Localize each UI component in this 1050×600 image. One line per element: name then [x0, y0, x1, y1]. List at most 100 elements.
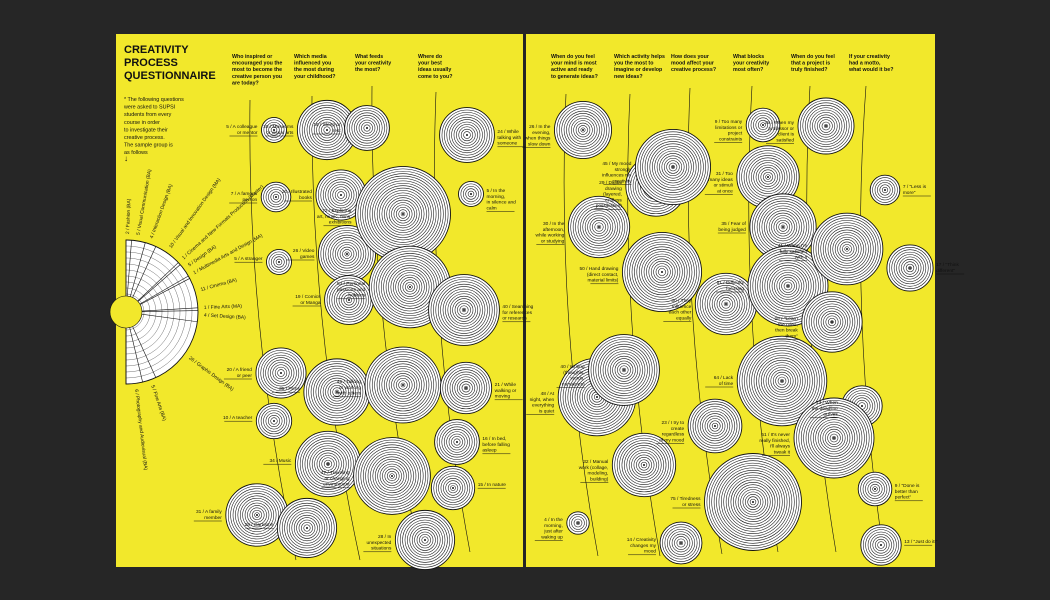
- answer-text: client is: [778, 132, 795, 138]
- answer-text: or changing: [325, 476, 350, 482]
- answer-text: passions and: [337, 287, 366, 293]
- answer-text: afternoon,: [543, 227, 565, 233]
- question-6-line: imagine or develop: [614, 67, 663, 73]
- answer-count: 9 / "Done is: [895, 483, 920, 489]
- answer-circle: [553, 100, 613, 160]
- answer-text: with others: [338, 391, 362, 397]
- question-8-line: your creativity: [733, 61, 769, 67]
- question-4-line: your best: [418, 61, 442, 67]
- answer-text: everything: [532, 403, 554, 409]
- answer-circle: [364, 346, 442, 424]
- answer-text: mood: [644, 549, 656, 555]
- answer-count: 20 / Illustrated: [282, 189, 312, 195]
- answer-text: constraints: [719, 136, 743, 142]
- answer-text: better than: [895, 489, 918, 495]
- answer-text: is quiet: [539, 408, 555, 414]
- answer-text: before falling: [482, 442, 510, 448]
- answer-count: 16 / In bed,: [482, 436, 506, 442]
- answer-text: influences my: [602, 173, 632, 179]
- question-8-line: What blocks: [733, 54, 764, 60]
- answer-text: person: [243, 197, 258, 203]
- answer-text: environment: [323, 482, 350, 488]
- answer-circle: [886, 244, 934, 292]
- question-3-line: the most?: [355, 67, 380, 73]
- intro-line: as follows: [124, 150, 148, 156]
- answer-circle: [567, 195, 631, 259]
- answer-text: or stress: [682, 502, 701, 508]
- question-2-line: influenced you: [294, 61, 331, 67]
- answer-count: 19 / Comics: [295, 294, 321, 300]
- answer-count: 26 / Video: [293, 248, 315, 254]
- answer-text: (layered,: [603, 192, 622, 198]
- question-10-line: If your creativity: [849, 54, 890, 60]
- answer-text: or research: [502, 316, 527, 322]
- answer-label: 35 / Films: [271, 386, 300, 393]
- answer-text: many ideas: [708, 177, 733, 183]
- answer-circle: [860, 524, 902, 566]
- answer-count: 4 / In the: [544, 517, 563, 523]
- question-7-line: creative process?: [671, 67, 716, 73]
- answer-count: 51 / Difficulty: [717, 280, 745, 286]
- answer-circle: [736, 335, 828, 427]
- question-3-line: What feeds: [355, 54, 383, 60]
- answer-text: perfect": [895, 495, 912, 501]
- answer-count: 9 / Too many: [715, 119, 743, 125]
- answer-circle: [810, 212, 884, 286]
- answer-count: 46 / Talking: [337, 379, 362, 385]
- title-line-1: CREATIVITY: [124, 44, 189, 56]
- question-5-line: your mind is most: [551, 61, 597, 67]
- answer-label: 29 / Digitaldrawing(layered,endlesspossi…: [593, 180, 622, 210]
- intro-line: students from every: [124, 112, 172, 118]
- answer-circle: [260, 181, 292, 213]
- answer-circle: [857, 471, 893, 507]
- intro-line: creative process.: [124, 135, 165, 141]
- intro-line: to investigate their: [124, 127, 168, 133]
- answer-count: 17 / "Think: [936, 262, 959, 268]
- question-6-line: you the most to: [614, 61, 654, 67]
- question-9-line: truly finished?: [791, 67, 828, 73]
- answer-text: material limits): [587, 278, 618, 284]
- answer-circle: [458, 181, 484, 207]
- answer-text: fully satisfied: [780, 249, 808, 255]
- question-10-line: had a motto,: [849, 61, 881, 67]
- answer-circle: [428, 274, 500, 346]
- fan-label: 4 / Set Design (BA): [204, 313, 247, 321]
- answer-text: strongly: [615, 167, 632, 173]
- intro-text: * The following questions were asked to S…: [123, 97, 184, 156]
- answer-count: 5 / A colleague: [226, 124, 258, 130]
- answer-circle: [797, 97, 855, 155]
- answer-count: 25 / When my: [764, 120, 794, 126]
- answer-text: arrives: [823, 412, 838, 418]
- answer-text: art, music, films,: [317, 214, 352, 220]
- question-5-line: active and ready: [551, 67, 593, 73]
- answer-text: the deadline: [812, 406, 838, 412]
- question-4-line: ideas usually: [418, 67, 451, 73]
- question-7-line: How does your: [671, 54, 709, 60]
- answer-text: create: [671, 426, 685, 432]
- answer-count: 50 / Hand drawing: [579, 266, 618, 272]
- answer-circle: [315, 169, 367, 221]
- answer-text: or visual arts: [266, 130, 294, 136]
- answer-text: or Manga: [300, 300, 321, 306]
- answer-count: 5 / In the: [487, 188, 506, 194]
- intro-line: were asked to SUPSI: [123, 105, 175, 111]
- answer-circle: [276, 497, 338, 559]
- answer-count: 24 / While: [497, 129, 519, 135]
- answer-text: or stimuli: [714, 183, 733, 189]
